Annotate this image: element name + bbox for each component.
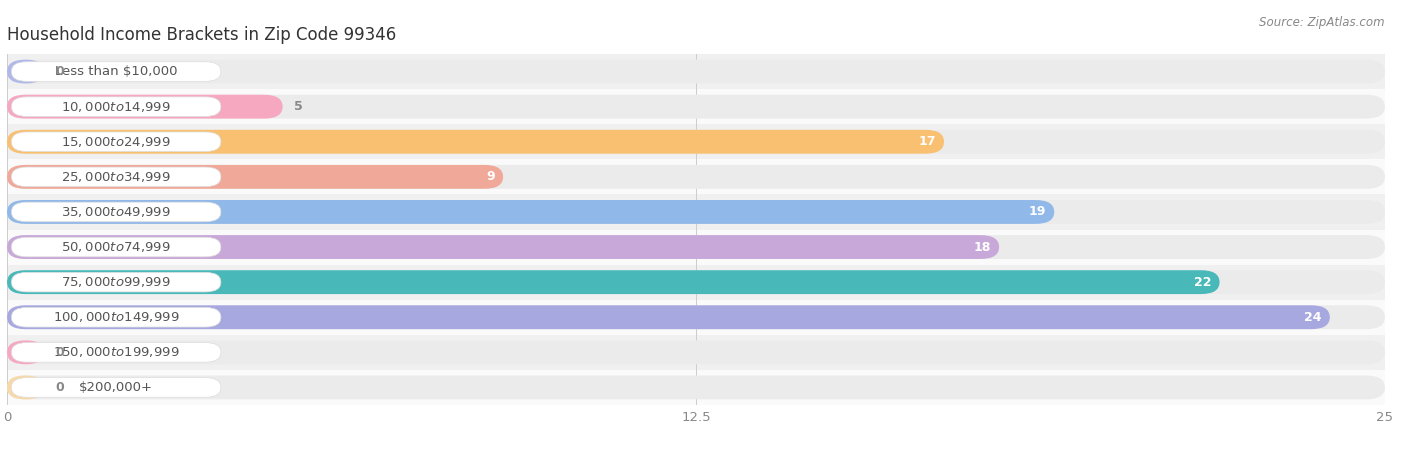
Bar — [7, 159, 1385, 194]
Bar — [7, 265, 1385, 300]
Text: 9: 9 — [486, 171, 495, 183]
Text: 0: 0 — [55, 346, 65, 359]
FancyBboxPatch shape — [11, 307, 221, 327]
FancyBboxPatch shape — [11, 132, 221, 152]
Text: $150,000 to $199,999: $150,000 to $199,999 — [53, 345, 180, 360]
Bar — [7, 124, 1385, 159]
FancyBboxPatch shape — [7, 375, 45, 400]
Text: $100,000 to $149,999: $100,000 to $149,999 — [53, 310, 180, 324]
Text: $25,000 to $34,999: $25,000 to $34,999 — [62, 170, 172, 184]
Text: 18: 18 — [973, 241, 991, 253]
Bar — [7, 335, 1385, 370]
Text: $200,000+: $200,000+ — [79, 381, 153, 394]
FancyBboxPatch shape — [7, 235, 1385, 259]
FancyBboxPatch shape — [7, 165, 503, 189]
FancyBboxPatch shape — [7, 130, 943, 154]
FancyBboxPatch shape — [11, 167, 221, 187]
Text: 0: 0 — [55, 381, 65, 394]
FancyBboxPatch shape — [7, 59, 45, 84]
FancyBboxPatch shape — [11, 272, 221, 292]
Bar — [7, 370, 1385, 405]
FancyBboxPatch shape — [7, 270, 1385, 294]
Text: 19: 19 — [1029, 206, 1046, 218]
Text: Less than $10,000: Less than $10,000 — [55, 65, 177, 78]
FancyBboxPatch shape — [11, 97, 221, 117]
FancyBboxPatch shape — [7, 305, 1330, 329]
FancyBboxPatch shape — [7, 340, 45, 364]
Bar — [7, 300, 1385, 335]
Text: $15,000 to $24,999: $15,000 to $24,999 — [62, 135, 172, 149]
FancyBboxPatch shape — [7, 94, 1385, 119]
Text: 22: 22 — [1194, 276, 1212, 288]
Text: 5: 5 — [294, 100, 302, 113]
Text: 17: 17 — [918, 135, 936, 148]
Bar — [7, 230, 1385, 265]
Text: $10,000 to $14,999: $10,000 to $14,999 — [62, 99, 172, 114]
FancyBboxPatch shape — [11, 62, 221, 81]
Text: Source: ZipAtlas.com: Source: ZipAtlas.com — [1260, 16, 1385, 29]
Text: $50,000 to $74,999: $50,000 to $74,999 — [62, 240, 172, 254]
FancyBboxPatch shape — [7, 59, 1385, 84]
Text: 24: 24 — [1303, 311, 1322, 324]
FancyBboxPatch shape — [11, 378, 221, 397]
FancyBboxPatch shape — [7, 270, 1219, 294]
FancyBboxPatch shape — [7, 375, 1385, 400]
FancyBboxPatch shape — [7, 200, 1054, 224]
FancyBboxPatch shape — [7, 94, 283, 119]
FancyBboxPatch shape — [7, 305, 1385, 329]
FancyBboxPatch shape — [11, 237, 221, 257]
Text: $35,000 to $49,999: $35,000 to $49,999 — [62, 205, 172, 219]
FancyBboxPatch shape — [7, 130, 1385, 154]
Text: 0: 0 — [55, 65, 65, 78]
FancyBboxPatch shape — [7, 235, 1000, 259]
Text: Household Income Brackets in Zip Code 99346: Household Income Brackets in Zip Code 99… — [7, 26, 396, 44]
Bar — [7, 89, 1385, 124]
FancyBboxPatch shape — [7, 340, 1385, 364]
FancyBboxPatch shape — [7, 165, 1385, 189]
Text: $75,000 to $99,999: $75,000 to $99,999 — [62, 275, 172, 289]
Bar — [7, 194, 1385, 230]
FancyBboxPatch shape — [7, 200, 1385, 224]
Bar — [7, 54, 1385, 89]
FancyBboxPatch shape — [11, 202, 221, 222]
FancyBboxPatch shape — [11, 342, 221, 362]
